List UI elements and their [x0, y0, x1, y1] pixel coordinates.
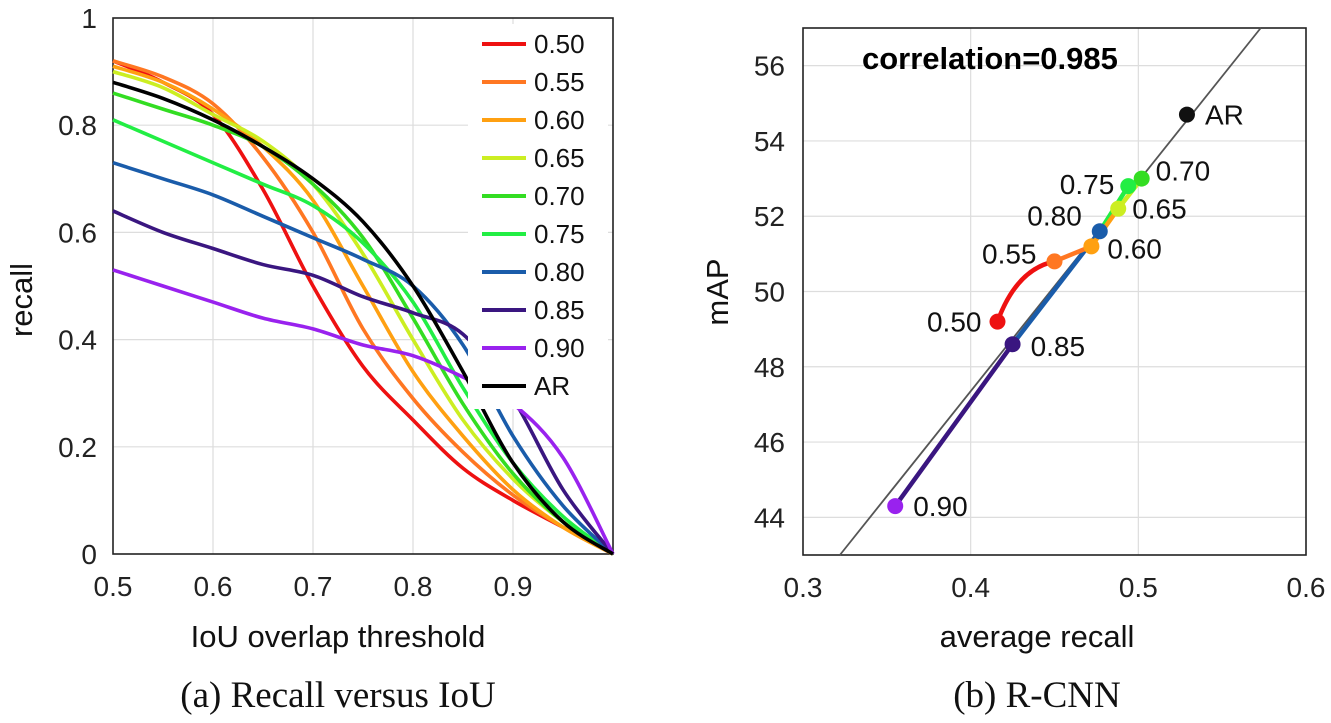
x-tick-label-b: 0.6 [1287, 572, 1326, 603]
scatter-point-0.75 [1120, 178, 1137, 195]
y-tick-label-b: 46 [754, 427, 785, 458]
legend-a: 0.50 0.55 0.60 0.65 0.70 0.75 0.80 0.85 0.90 AR [468, 24, 608, 409]
trajectory-segment [892, 341, 1015, 509]
series-line-0.55 [112, 59, 614, 556]
series-line-0.65 [112, 69, 614, 556]
scatter-point-0.70 [1133, 170, 1150, 187]
point-label: AR [1205, 100, 1244, 131]
plot-frame-a [112, 17, 614, 555]
legend-label: 0.75 [534, 219, 585, 249]
x-tick-label-b: 0.3 [784, 572, 823, 603]
scatter-point-0.80 [1091, 223, 1108, 240]
legend-label: 0.85 [534, 295, 585, 325]
y-tick-label-b: 52 [754, 201, 785, 232]
scatter-point-0.90 [887, 498, 904, 515]
series-line-0.90 [112, 268, 615, 555]
caption-b: (b) R-CNN [953, 675, 1121, 716]
point-label: 0.85 [1031, 331, 1086, 362]
scatter-point-0.50 [989, 313, 1006, 330]
scatter-point-AR [1178, 106, 1195, 123]
y-axis-label-b: mAP [700, 258, 735, 325]
y-tick-label-a: 0.8 [58, 110, 97, 141]
point-label: 0.55 [982, 238, 1037, 269]
x-tick-label-a: 0.6 [194, 571, 233, 602]
y-tick-label-a: 0 [81, 539, 97, 570]
y-axis-label-a: recall [4, 263, 39, 337]
recall-vs-iou-chart: 0.5 0.6 0.7 0.8 0.900.20.40.60.81 IoU overla… [4, 3, 615, 716]
tick-labels-b: 0.3 0.4 0.5 0.6 44 46 48 50 52 54 56 [754, 51, 1326, 603]
x-tick-label-b: 0.4 [951, 572, 990, 603]
scatter-point-0.85 [1004, 336, 1021, 353]
x-tick-label-b: 0.5 [1119, 572, 1158, 603]
scatter-points-b: 0.50 0.55 0.60 0.65 0.70 0.750.80 0.85 0.90 AR [839, 27, 1262, 556]
y-tick-label-b: 54 [754, 126, 785, 157]
y-tick-label-b: 56 [754, 51, 785, 82]
tick-labels-a: 0.5 0.6 0.7 0.8 0.9 0 0.2 0.4 0.6 0.8 1 [58, 3, 532, 602]
point-label: 0.70 [1156, 156, 1211, 187]
y-tick-label-b: 48 [754, 352, 785, 383]
y-tick-label-b: 44 [754, 502, 785, 533]
x-axis-label-b: average recall [940, 619, 1135, 654]
point-label: 0.50 [927, 307, 982, 338]
point-label: 0.75 [1060, 169, 1115, 200]
series-line-0.80 [112, 161, 615, 556]
y-tick-label-a: 0.2 [58, 432, 97, 463]
legend-label: 0.70 [534, 181, 585, 211]
y-tick-label-b: 50 [754, 277, 785, 308]
correlation-annotation: correlation=0.985 [862, 41, 1118, 76]
series-lines-a [112, 59, 615, 556]
point-label: 0.65 [1132, 194, 1187, 225]
scatter-point-0.65 [1110, 200, 1127, 217]
legend-label: 0.60 [534, 105, 585, 135]
legend-label: 0.65 [534, 143, 585, 173]
legend-label: 0.80 [534, 257, 585, 287]
series-line-0.60 [112, 64, 614, 556]
x-tick-label-a: 0.7 [294, 571, 333, 602]
series-line-0.50 [112, 59, 614, 556]
y-tick-label-a: 1 [81, 3, 97, 34]
plot-frame-b [802, 27, 1307, 556]
series-line-0.85 [112, 209, 615, 556]
y-tick-label-a: 0.4 [58, 325, 97, 356]
series-line-AR [112, 80, 614, 556]
legend-label: 0.90 [534, 333, 585, 363]
x-tick-label-a: 0.8 [394, 571, 433, 602]
x-axis-label-a: IoU overlap threshold [191, 619, 486, 654]
legend-label: 0.55 [534, 67, 585, 97]
legend-box-a [468, 24, 608, 409]
point-label: 0.80 [1027, 200, 1082, 231]
x-tick-label-a: 0.9 [494, 571, 533, 602]
caption-a: (a) Recall versus IoU [180, 675, 495, 716]
scatter-point-0.55 [1046, 253, 1063, 270]
y-tick-label-a: 0.6 [58, 217, 97, 248]
point-label: 0.90 [913, 491, 968, 522]
map-vs-average-recall-chart: 0.50 0.55 0.60 0.65 0.70 0.750.80 0.85 0.90 AR 0… [700, 27, 1326, 716]
x-tick-label-a: 0.5 [94, 571, 133, 602]
legend-label: 0.50 [534, 29, 585, 59]
point-label: 0.60 [1107, 233, 1162, 264]
legend-label: AR [534, 371, 570, 401]
scatter-point-0.60 [1083, 238, 1100, 255]
